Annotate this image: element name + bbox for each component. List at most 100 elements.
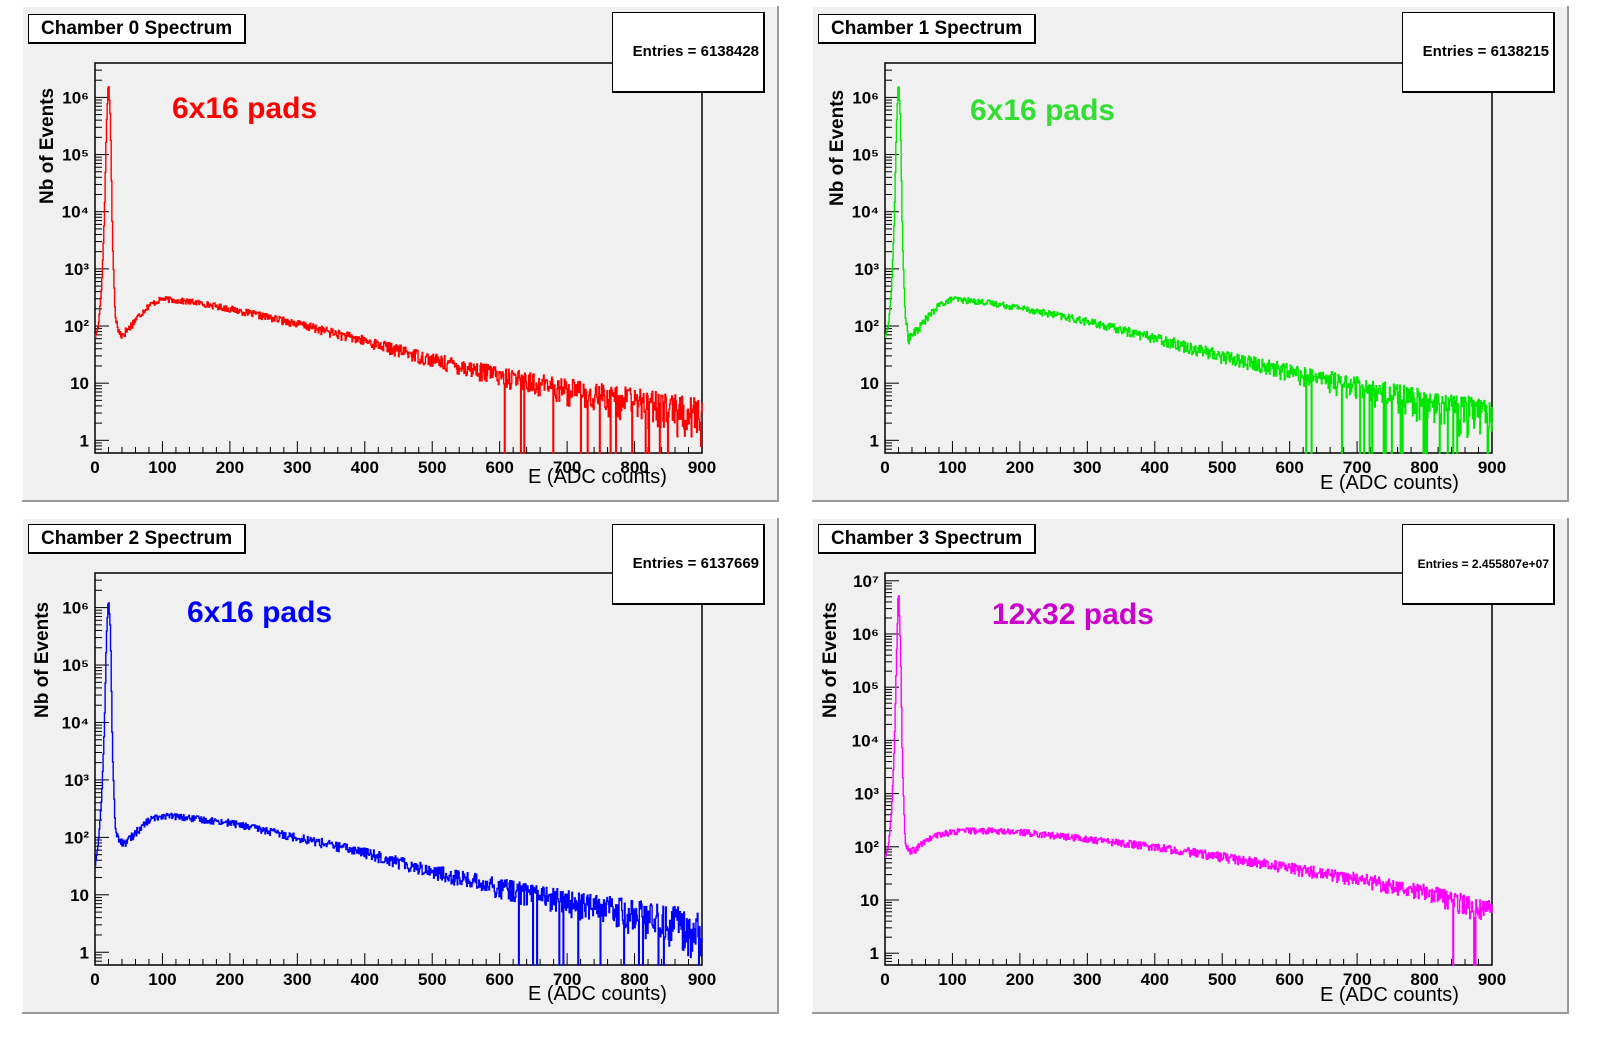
y-tick-label: 10⁶ [852, 625, 879, 644]
chart-title: Chamber 3 Spectrum [818, 524, 1037, 554]
y-tick-label: 10² [64, 317, 89, 336]
x-tick-label: 700 [553, 458, 581, 477]
stats-box: Entries = 6138428 [612, 12, 765, 93]
entries-label: Entries = 6137669 [632, 555, 759, 572]
entries-label: Entries = 2.455807e+07 [1417, 557, 1549, 571]
y-tick-label: 10³ [854, 785, 879, 804]
x-tick-label: 900 [1478, 458, 1506, 477]
x-tick-label: 500 [418, 458, 446, 477]
chart-title: Chamber 1 Spectrum [818, 14, 1037, 44]
y-tick-label: 10³ [854, 260, 879, 279]
y-tick-label: 1 [80, 431, 89, 450]
y-tick-label: 10⁵ [852, 678, 879, 697]
stats-box: Entries = 6138215 [1402, 12, 1555, 93]
y-tick-label: 10⁷ [853, 572, 879, 591]
plot-frame [884, 572, 1493, 966]
x-tick-label: 500 [1208, 458, 1236, 477]
x-tick-label: 100 [938, 458, 966, 477]
plot-svg: 0 100 200 300 400 500 600 700 800 900 1 10 10² 10³ 10⁴… [62, 62, 716, 477]
plot-svg: 0 100 200 300 400 500 600 700 800 900 1 10 10² 10³ 10⁴… [852, 572, 1507, 989]
x-tick-label: 300 [1073, 458, 1101, 477]
x-axis-label: E (ADC counts) [1320, 472, 1459, 494]
plot-frame [884, 62, 1493, 454]
x-tick-label: 800 [620, 458, 648, 477]
y-tick-label: 10⁶ [62, 599, 89, 618]
x-tick-label: 200 [216, 458, 244, 477]
y-tick-label: 10⁴ [852, 203, 879, 222]
x-axis-label: E (ADC counts) [528, 983, 667, 1005]
x-tick-label: 500 [418, 970, 446, 989]
pads-annotation: 12x32 pads [992, 598, 1154, 631]
plot-frame [94, 62, 703, 454]
x-tick-label: 400 [351, 458, 379, 477]
x-tick-label: 800 [1410, 458, 1438, 477]
x-tick-label: 600 [485, 458, 513, 477]
x-tick-label: 0 [90, 458, 99, 477]
y-tick-label: 10³ [64, 771, 89, 790]
spectrum-series-line [884, 86, 1493, 454]
y-axis-label: Nb of Events [37, 87, 58, 204]
y-tick-label: 1 [870, 944, 879, 963]
y-tick-label: 10⁵ [62, 146, 89, 165]
x-tick-label: 600 [1275, 458, 1303, 477]
y-tick-label: 10² [854, 838, 879, 857]
spectrum-series-line [94, 86, 703, 454]
y-tick-label: 10² [64, 828, 89, 847]
y-tick-label: 10⁶ [852, 88, 879, 107]
spectrum-series-line [94, 602, 703, 966]
y-tick-label: 10⁴ [852, 731, 879, 750]
stats-box: Entries = 6137669 [612, 524, 765, 605]
x-tick-label: 800 [620, 970, 648, 989]
stats-box: Entries = 2.455807e+07 [1402, 524, 1555, 605]
y-axis-label: Nb of Events [820, 601, 841, 718]
y-axis-label: Nb of Events [827, 89, 848, 206]
x-tick-label: 300 [1073, 970, 1101, 989]
y-tick-label: 10 [860, 891, 879, 910]
x-tick-label: 900 [1478, 970, 1506, 989]
x-tick-label: 400 [351, 970, 379, 989]
x-tick-label: 300 [283, 458, 311, 477]
x-tick-label: 900 [688, 970, 716, 989]
plot-frame [94, 572, 703, 966]
x-tick-label: 700 [553, 970, 581, 989]
y-axis-label: Nb of Events [32, 601, 53, 718]
y-tick-label: 10⁵ [62, 656, 89, 675]
chart-title: Chamber 2 Spectrum [28, 524, 247, 554]
chart-panel-chamber-0: 0 100 200 300 400 500 600 700 800 900 1 10 10² 10³ 10⁴… [22, 6, 779, 502]
x-tick-label: 100 [938, 970, 966, 989]
y-tick-label: 10⁶ [62, 88, 89, 107]
x-tick-label: 400 [1141, 970, 1169, 989]
x-tick-label: 0 [880, 458, 889, 477]
spectrum-series-line [884, 595, 1493, 966]
x-tick-label: 600 [1275, 970, 1303, 989]
x-tick-label: 0 [880, 970, 889, 989]
y-tick-label: 10 [70, 886, 89, 905]
entries-label: Entries = 6138428 [632, 43, 759, 60]
x-tick-label: 700 [1343, 970, 1371, 989]
plot-svg: 0 100 200 300 400 500 600 700 800 900 1 10 10² 10³ 10⁴… [852, 62, 1506, 477]
x-tick-label: 900 [688, 458, 716, 477]
y-tick-label: 10³ [64, 260, 89, 279]
y-tick-label: 10² [854, 317, 879, 336]
chart-panel-chamber-3: 0 100 200 300 400 500 600 700 800 900 1 10 10² 10³ 10⁴… [812, 518, 1569, 1014]
y-tick-label: 10 [860, 374, 879, 393]
x-tick-label: 100 [148, 970, 176, 989]
x-axis-label: E (ADC counts) [1320, 984, 1459, 1006]
x-tick-label: 600 [485, 970, 513, 989]
x-tick-label: 400 [1141, 458, 1169, 477]
plot-svg: 0 100 200 300 400 500 600 700 800 900 1 10 10² 10³ 10⁴… [62, 572, 716, 989]
pads-annotation: 6x16 pads [172, 92, 318, 125]
y-tick-label: 10⁵ [852, 146, 879, 165]
y-tick-label: 10⁴ [62, 713, 89, 732]
pads-annotation: 6x16 pads [187, 596, 333, 629]
x-tick-label: 700 [1343, 458, 1371, 477]
x-tick-label: 100 [148, 458, 176, 477]
pads-annotation: 6x16 pads [970, 94, 1116, 127]
y-tick-label: 10 [70, 374, 89, 393]
chart-panel-chamber-1: 0 100 200 300 400 500 600 700 800 900 1 10 10² 10³ 10⁴… [812, 6, 1569, 502]
x-tick-label: 300 [283, 970, 311, 989]
x-tick-label: 800 [1410, 970, 1438, 989]
y-tick-label: 10⁴ [62, 203, 89, 222]
y-tick-label: 1 [80, 943, 89, 962]
entries-label: Entries = 6138215 [1422, 43, 1549, 60]
